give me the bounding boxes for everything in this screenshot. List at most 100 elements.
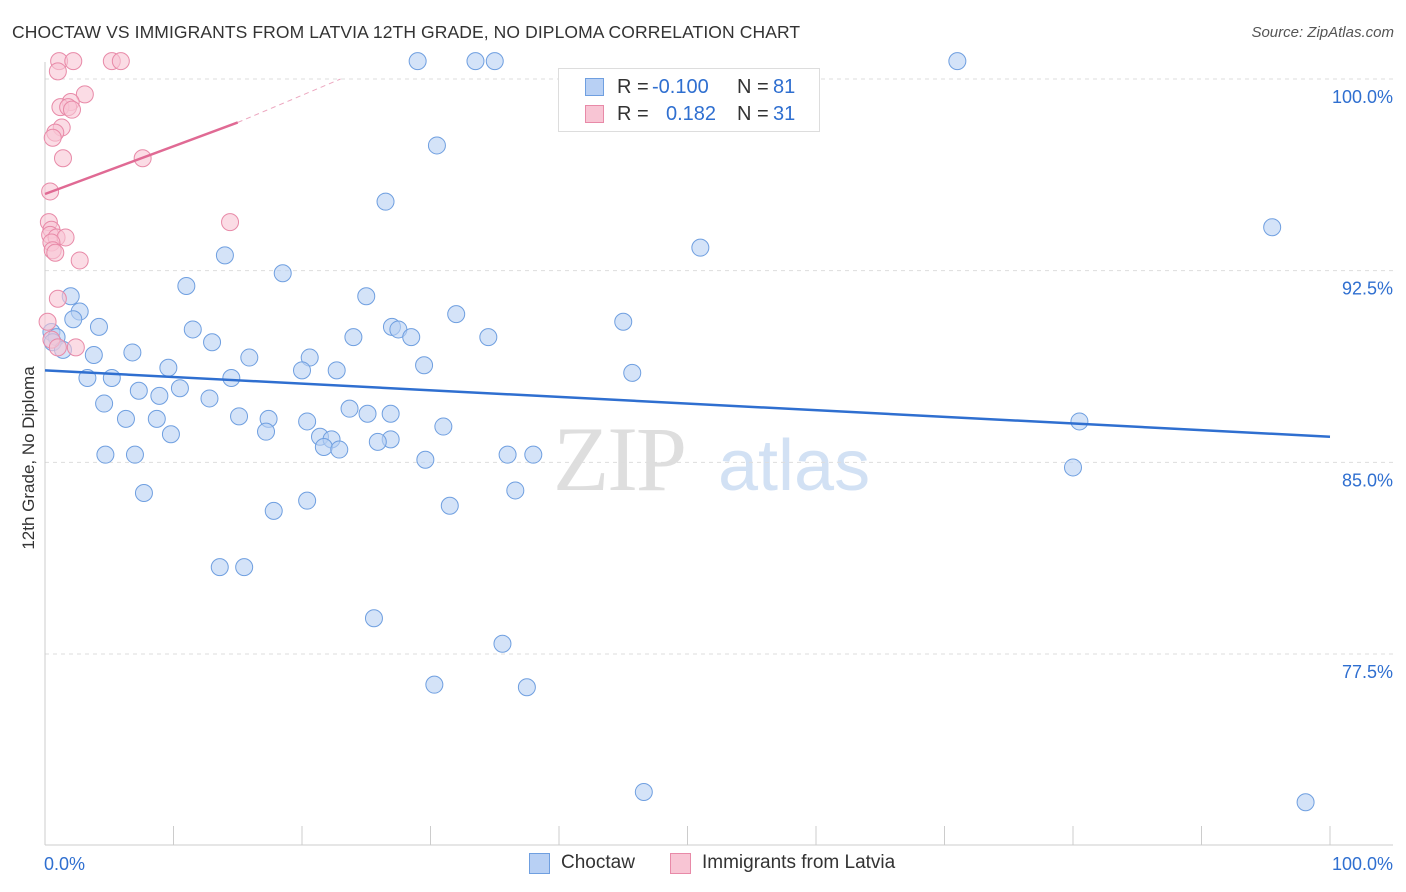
data-point	[64, 52, 83, 71]
data-point	[210, 558, 229, 577]
correlation-stats-box: R = -0.100 N = 81 R = 0.182 N = 31	[558, 68, 820, 132]
data-point	[96, 445, 115, 464]
data-point	[493, 634, 512, 653]
data-point	[381, 404, 400, 423]
data-point	[357, 287, 376, 306]
data-point	[416, 450, 435, 469]
watermark-atlas: atlas	[718, 426, 870, 506]
data-point	[1070, 412, 1089, 431]
data-point	[46, 243, 65, 262]
data-point	[64, 310, 83, 329]
n-value: 81	[773, 76, 796, 98]
legend-item-latvia: Immigrants from Latvia	[670, 851, 930, 877]
data-point	[48, 62, 67, 81]
stat-row-latvia: R = 0.182 N = 31	[559, 101, 819, 127]
legend-label-latvia: Immigrants from Latvia	[702, 852, 896, 873]
data-point	[344, 328, 363, 347]
y-tick-label: 100.0%	[1332, 87, 1393, 107]
data-point	[466, 52, 485, 71]
data-point	[293, 361, 311, 380]
stat-swatch-choctaw	[585, 78, 604, 96]
data-point	[147, 409, 166, 428]
axes	[44, 62, 1393, 846]
n-value: 31	[773, 103, 796, 125]
data-point	[434, 417, 453, 436]
data-point	[221, 213, 240, 232]
data-point	[1064, 458, 1082, 477]
data-point	[200, 389, 219, 408]
data-point	[427, 136, 446, 155]
stat-swatch-latvia	[585, 105, 604, 123]
y-axis-label: 12th Grade, No Diploma	[19, 366, 38, 550]
data-point	[111, 52, 130, 71]
legend-swatch-latvia	[670, 853, 691, 874]
data-point	[116, 409, 135, 428]
y-tick-label: 85.0%	[1342, 470, 1393, 490]
data-point	[498, 445, 517, 464]
data-point	[235, 558, 254, 577]
data-point	[634, 783, 653, 801]
data-point	[38, 312, 57, 331]
data-point	[222, 369, 241, 387]
data-point	[948, 52, 967, 71]
data-point	[479, 328, 498, 347]
trend-line-latvia	[44, 121, 239, 196]
data-point	[89, 317, 108, 336]
data-point	[402, 328, 421, 347]
data-point	[170, 379, 189, 398]
data-point	[691, 238, 710, 257]
data-point	[230, 407, 249, 426]
data-point	[134, 484, 153, 502]
data-point	[364, 609, 383, 628]
legend-label-choctaw: Choctaw	[561, 852, 635, 873]
trend-line-latvia-extension	[237, 78, 341, 123]
n-label: N =	[737, 103, 769, 125]
x-tick-label-right: 100.0%	[1332, 854, 1393, 874]
data-point	[159, 358, 178, 377]
data-point	[524, 445, 543, 464]
data-point	[161, 425, 180, 444]
chart-title: CHOCTAW VS IMMIGRANTS FROM LATVIA 12TH G…	[12, 22, 801, 42]
data-point	[298, 412, 317, 431]
data-point	[53, 149, 72, 168]
data-point	[376, 192, 395, 211]
data-point	[95, 394, 114, 413]
data-point	[150, 386, 169, 405]
data-point	[1263, 218, 1282, 237]
data-point	[84, 346, 103, 364]
data-point	[125, 445, 144, 464]
data-point	[506, 481, 525, 500]
data-point	[447, 305, 466, 324]
data-point	[1296, 793, 1315, 812]
legend-swatch-choctaw	[529, 853, 550, 874]
data-point	[623, 363, 642, 382]
data-point	[264, 501, 283, 520]
r-label: R =	[617, 76, 649, 98]
data-point	[183, 320, 202, 339]
r-value: -0.100	[652, 76, 709, 98]
data-point	[48, 338, 67, 357]
source-credit: Source: ZipAtlas.com	[1251, 24, 1394, 41]
r-value: 0.182	[666, 103, 717, 125]
latvia-points	[38, 52, 240, 357]
data-point	[177, 277, 196, 295]
data-point	[298, 491, 317, 510]
data-point	[203, 333, 222, 352]
y-tick-label: 77.5%	[1342, 662, 1393, 682]
data-point	[240, 348, 259, 367]
data-point	[43, 128, 62, 147]
data-point	[70, 251, 89, 270]
data-point	[75, 85, 94, 104]
r-label: R =	[617, 103, 649, 125]
data-point	[614, 312, 633, 331]
data-point	[327, 361, 346, 380]
data-point	[66, 338, 85, 357]
data-point	[123, 343, 142, 362]
data-point	[340, 399, 359, 418]
data-point	[517, 678, 536, 697]
data-point	[273, 264, 292, 283]
data-point	[330, 440, 349, 459]
data-point	[102, 369, 121, 387]
data-point	[215, 246, 234, 265]
